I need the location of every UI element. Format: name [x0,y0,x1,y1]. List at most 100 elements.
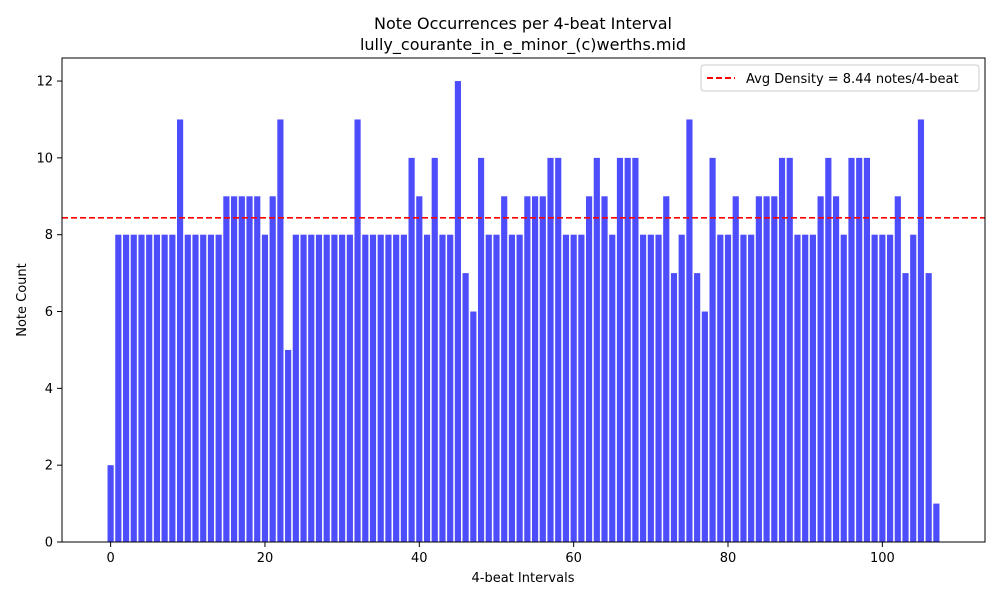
bar [362,234,369,542]
bar [933,503,940,542]
bar [308,234,315,542]
bar [416,196,423,543]
bar [447,234,454,542]
bar [285,349,292,542]
bar [369,234,377,542]
bar [763,196,770,543]
bar [825,157,832,542]
bar [477,157,485,542]
bar [562,234,570,542]
bar [894,196,901,543]
bar [794,234,801,542]
bar [231,196,238,543]
bar [238,196,245,543]
bar [423,234,431,542]
bar [593,157,600,542]
bar [786,157,793,542]
bar [393,234,400,542]
bar [871,234,878,542]
bar [848,157,855,542]
bar [331,234,338,542]
bar [323,234,330,542]
legend: Avg Density = 8.44 notes/4-beat [700,64,980,92]
bar [277,119,284,543]
bar [802,234,809,542]
bar [184,234,191,542]
bar [493,234,500,542]
bar [400,234,407,542]
bar [207,234,215,542]
x-axis-label: 4-beat Intervals [472,571,575,586]
y-tick-label: 10 [36,151,53,166]
bar [840,234,847,542]
bar [740,234,747,542]
bar [524,196,531,543]
bar [555,157,562,542]
bar [339,234,346,542]
bar [300,234,307,542]
chart-title: Note Occurrences per 4-beat Interval [374,14,672,33]
bar [169,234,176,542]
bar [146,234,153,542]
bar [138,234,145,542]
bar [647,234,654,542]
bar [485,234,492,542]
bar [292,234,299,542]
bar [755,196,762,543]
x-tick-label: 40 [411,551,428,566]
bar [879,234,886,542]
bar [161,234,168,542]
bar [778,157,786,542]
bar [547,157,554,542]
bar [107,465,114,542]
bar [176,119,184,543]
bar [346,234,353,542]
bar [717,234,724,542]
bar [578,234,585,542]
legend-label: Avg Density = 8.44 notes/4-beat [746,72,959,87]
bar [670,273,678,542]
bar [516,234,523,542]
bar [732,196,739,543]
bar [246,196,253,543]
bar [624,157,631,542]
bars-group [107,81,940,543]
bar [902,273,909,542]
bar [223,196,230,543]
axes-group [61,57,986,543]
x-tick-label: 20 [257,551,274,566]
bar [863,157,871,542]
bar [200,234,207,542]
bar [917,119,925,543]
bar [269,196,276,543]
bar [663,196,670,543]
bar [817,196,824,543]
bar [586,196,593,543]
bar [439,234,446,542]
bar [122,234,130,542]
bar [431,157,438,542]
bar [570,234,577,542]
bar [408,157,415,542]
bar [385,234,392,542]
chart-subtitle: lully_courante_in_e_minor_(c)werths.mid [360,35,686,55]
bar [632,157,639,542]
bar [539,196,546,543]
plot-frame [61,57,986,543]
y-ticks-group: 0 2 4 6 8 10 12 [36,75,62,551]
bar [748,234,755,542]
bar [640,234,647,542]
y-axis-label: Note Count [15,263,30,337]
bar [454,81,461,543]
bar [531,196,539,543]
bar [701,311,708,542]
bar [655,234,662,542]
bar [601,196,608,543]
bar [508,234,516,542]
bar [925,273,932,542]
bar [609,234,616,542]
bar [809,234,816,542]
x-tick-label: 100 [870,551,895,566]
bar [724,234,732,542]
